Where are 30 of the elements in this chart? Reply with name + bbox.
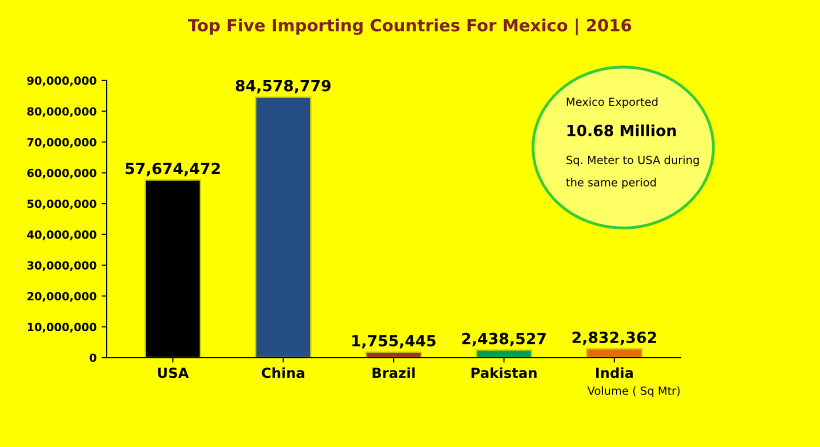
data-label: 84,578,779	[236, 80, 331, 94]
bar	[254, 96, 312, 358]
y-tick-label: 50,000,000	[27, 200, 96, 210]
x-tick-label: India	[596, 367, 633, 378]
annotation: Sq. Meter to USA during	[566, 156, 699, 166]
data-label: 2,832,362	[572, 332, 656, 346]
bar	[365, 352, 422, 358]
data-label: 1,755,445	[352, 335, 436, 348]
y-tick-label: 20,000,000	[27, 292, 96, 302]
annotation: the same period	[566, 178, 656, 189]
annotation: Mexico Exported	[566, 97, 658, 108]
y-tick-label: 70,000,000	[27, 138, 96, 148]
bar	[586, 348, 643, 358]
y-tick-label: 60,000,000	[27, 168, 96, 179]
x-tick-label: Brazil	[372, 367, 415, 378]
x-tick-label: USA	[158, 368, 189, 378]
y-tick-label: 40,000,000	[27, 230, 96, 240]
y-tick-label: 0	[90, 354, 96, 362]
x-axis-title: Volume ( Sq Mtr)	[587, 386, 680, 398]
y-tick-label: 80,000,000	[27, 107, 96, 118]
y-tick-label: 30,000,000	[27, 261, 96, 272]
annotation: 10.68 Million	[568, 124, 676, 136]
y-tick-label: 90,000,000	[27, 76, 96, 86]
bar	[476, 349, 532, 358]
data-label: 57,674,472	[126, 162, 220, 176]
x-tick-label: China	[262, 367, 304, 378]
x-tick-label: Pakistan	[472, 367, 537, 378]
data-label: 2,438,527	[462, 332, 546, 346]
y-tick-label: 10,000,000	[28, 322, 96, 333]
chart-title: Top Five Importing Countries For Mexico | 2016	[188, 18, 632, 36]
